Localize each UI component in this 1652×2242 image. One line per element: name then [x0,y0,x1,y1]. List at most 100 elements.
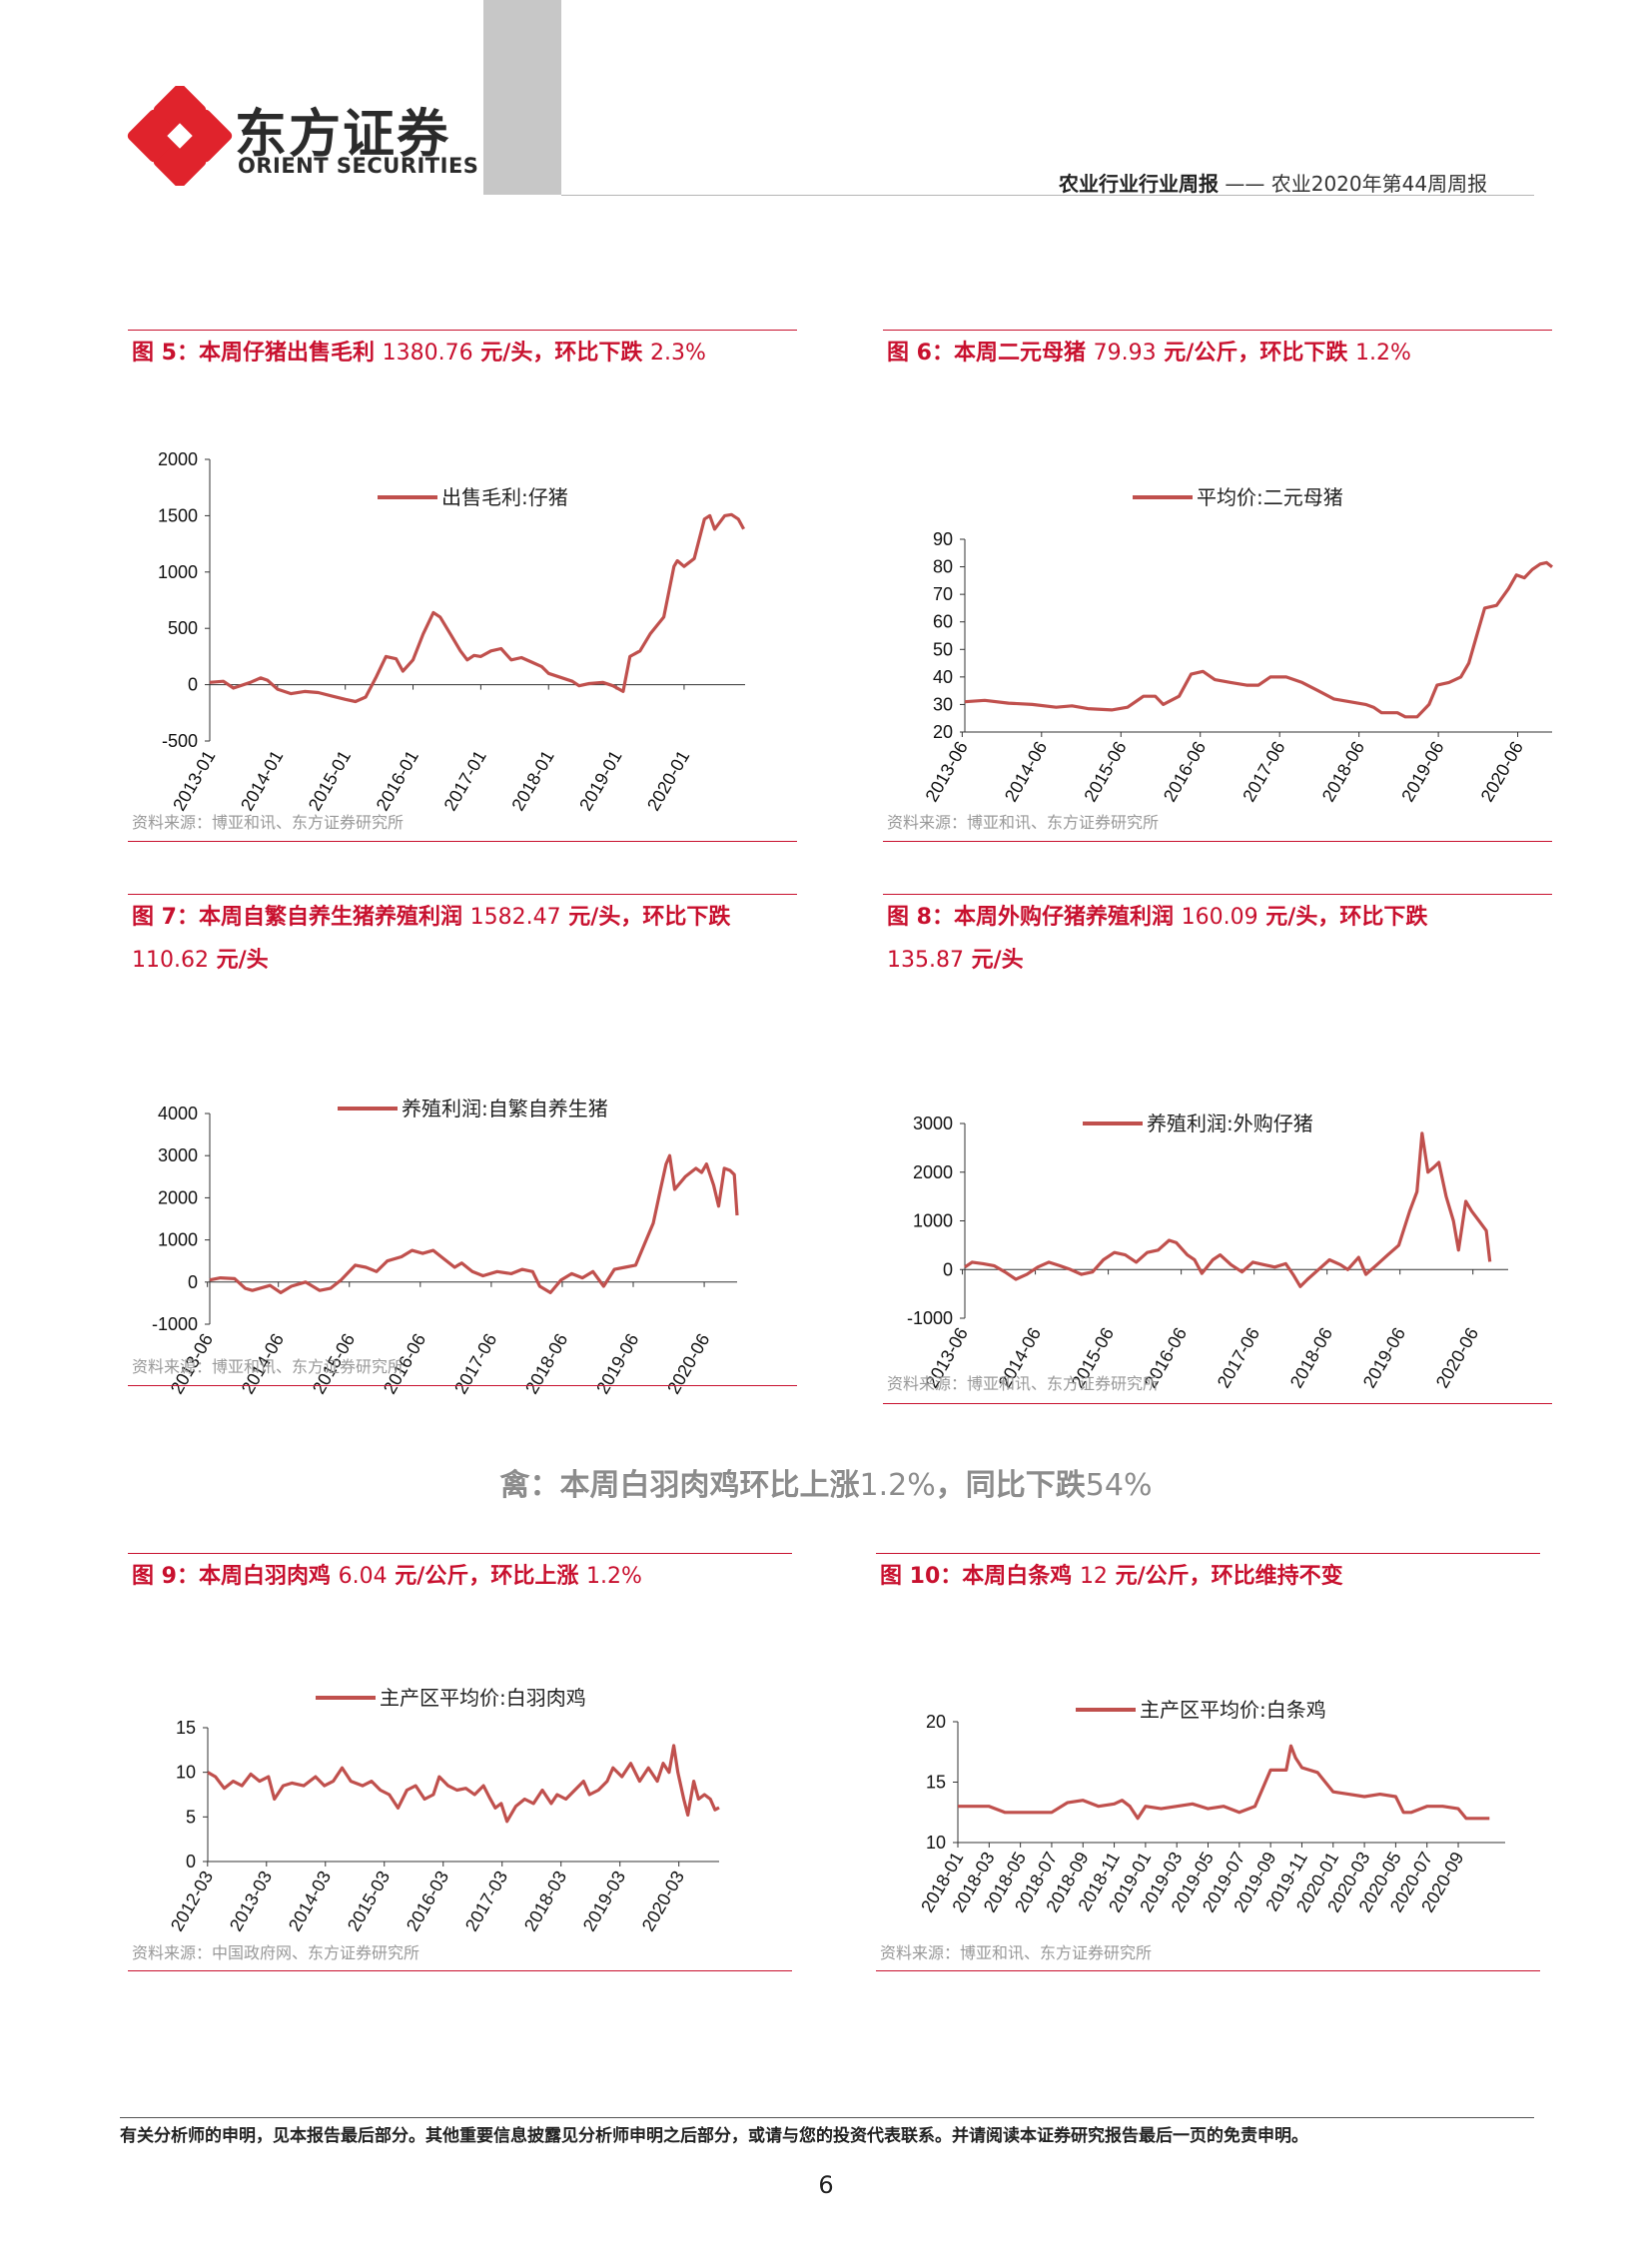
y-tick-label: 15 [176,1718,196,1738]
y-tick-label: 1000 [158,562,198,582]
y-tick-label: 10 [176,1763,196,1783]
x-tick-label: 2018-06 [521,1330,571,1397]
chart-legend: 主产区平均价:白羽肉鸡 [316,1686,586,1710]
figure-top-rule [128,1553,792,1554]
y-tick-label: 50 [933,639,953,659]
figure-bottom-rule [876,1970,1540,1971]
x-tick-label: 2015-03 [344,1868,394,1934]
y-tick-label: 90 [933,529,953,549]
figure-title: 图 9：本周白羽肉鸡 6.04 元/公斤，环比上涨 1.2% [132,1564,642,1589]
x-tick-label: 2018-06 [1286,1324,1336,1391]
x-tick-label: 2013-03 [226,1868,276,1934]
chart-legend: 平均价:二元母猪 [1133,485,1343,509]
x-tick-label: 2020-03 [638,1868,688,1934]
orient-securities-logo-icon [127,86,233,186]
y-tick-label: 0 [188,675,198,695]
x-tick-label: 2016-01 [373,747,422,814]
x-tick-label: 2013-06 [921,738,971,805]
figure-source: 资料来源：博亚和讯、东方证券研究所 [880,1943,1153,1962]
figure-title: 图 7：本周自繁自养生猪养殖利润 1582.47 元/头，环比下跌 110.62… [132,905,731,973]
figure-source: 资料来源：博亚和讯、东方证券研究所 [132,813,405,832]
chart-legend: 主产区平均价:白条鸡 [1076,1698,1326,1722]
series-line [207,1744,720,1824]
y-tick-label: 40 [933,667,953,687]
y-tick-label: 5 [186,1807,196,1827]
figure-title: 图 5：本周仔猪出售毛利 1380.76 元/头，环比下跌 2.3% [132,341,706,366]
figure-bottom-rule [128,1385,797,1386]
y-tick-label: 2000 [913,1162,953,1182]
legend-label: 养殖利润:外购仔猪 [1147,1112,1313,1135]
header-dash: —— [1225,172,1265,196]
figure-bottom-rule [883,841,1552,842]
y-tick-label: 0 [188,1272,198,1292]
y-tick-label: 2000 [158,449,198,469]
x-tick-label: 2018-06 [1318,738,1368,805]
x-tick-label: 2017-01 [440,747,490,814]
x-tick-label: 2020-01 [643,747,693,814]
x-tick-label: 2020-06 [663,1330,713,1397]
x-tick-label: 2017-06 [1239,738,1288,805]
figure-10: 图 10：本周白条鸡 12 元/公斤，环比维持不变 主产区平均价:白条鸡 10 15 2… [876,1553,1540,1972]
figure-title: 图 8：本周外购仔猪养殖利润 160.09 元/头，环比下跌 135.87 元/… [887,905,1428,973]
x-tick-label: 2019-06 [1359,1324,1409,1391]
y-tick-label: 60 [933,612,953,632]
y-tick-label: 3000 [913,1114,953,1133]
figure-bottom-rule [128,1970,792,1971]
y-tick-label: 30 [933,694,953,714]
series-line [209,512,746,704]
x-tick-label: 2019-06 [592,1330,642,1397]
figure-source: 资料来源：博亚和讯、东方证券研究所 [887,813,1160,832]
x-tick-label: 2018-01 [507,747,557,814]
x-tick-label: 2017-06 [450,1330,500,1397]
x-tick-label: 2019-03 [579,1868,629,1934]
figure-top-rule [128,894,797,895]
x-tick-label: 2019-01 [575,747,625,814]
y-tick-label: 2000 [158,1187,198,1207]
chart-legend: 养殖利润:外购仔猪 [1083,1112,1313,1135]
figure-source: 资料来源：博亚和讯、东方证券研究所 [132,1357,405,1376]
section-heading-poultry: 禽：本周白羽肉鸡环比上涨1.2%，同比下跌54% [499,1468,1153,1503]
x-tick-label: 2013-01 [169,747,219,814]
header-gray-bar [483,0,561,195]
x-tick-label: 2014-03 [285,1868,335,1934]
x-tick-label: 2014-01 [237,747,287,814]
page-number: 6 [818,2171,834,2199]
x-tick-label: 2020-06 [1477,738,1527,805]
legend-label: 平均价:二元母猪 [1197,485,1343,509]
figure-bottom-rule [883,1403,1552,1404]
y-tick-label: 15 [926,1773,946,1793]
figure-source: 资料来源：博亚和讯、东方证券研究所 [887,1374,1160,1393]
report-title: 农业2020年第44周周报 [1270,172,1488,196]
chart-legend: 养殖利润:自繁自养生猪 [338,1097,608,1121]
report-type: 农业行业行业周报 [1059,172,1219,196]
x-tick-label: 2017-06 [1214,1324,1263,1391]
figure-7: 图 7：本周自繁自养生猪养殖利润 1582.47 元/头，环比下跌 110.62… [128,894,797,1397]
figure-top-rule [876,1553,1540,1554]
x-tick-label: 2012-03 [167,1868,217,1934]
y-tick-label: -1000 [152,1314,198,1334]
y-tick-label: 0 [186,1852,196,1871]
legend-label: 出售毛利:仔猪 [441,485,568,509]
brand-name-en: ORIENT SECURITIES [238,154,479,178]
line-chart: 出售毛利:仔猪 -500 0 500 1000 1500 2000 2013-01 2014-0… [158,449,746,814]
footer-disclaimer: 有关分析师的申明，见本报告最后部分。其他重要信息披露见分析师申明之后部分，或请与… [120,2126,1308,2146]
report-header: 农业行业行业周报 —— 农业2020年第44周周报 [1059,168,1487,197]
y-tick-label: 20 [933,722,953,742]
footer-divider [120,2117,1534,2118]
x-tick-label: 2017-03 [461,1868,511,1934]
x-tick-label: 2016-03 [403,1868,452,1934]
figure-9: 图 9：本周白羽肉鸡 6.04 元/公斤，环比上涨 1.2% 主产区平均价:白羽肉… [128,1553,792,1972]
series-line [958,1744,1490,1821]
x-tick-label: 2020-06 [1432,1324,1482,1391]
x-tick-label: 2015-06 [1080,738,1130,805]
figure-source: 资料来源：中国政府网、东方证券研究所 [132,1943,420,1962]
chart-legend: 出售毛利:仔猪 [378,485,568,509]
figure-top-rule [883,894,1552,895]
y-tick-label: 4000 [158,1104,198,1123]
legend-label: 主产区平均价:白条鸡 [1140,1698,1326,1722]
line-chart: 平均价:二元母猪 20 30 40 50 60 70 80 90 2013-06 2014-06 20… [921,485,1553,805]
y-tick-label: 80 [933,557,953,577]
y-tick-label: 70 [933,584,953,604]
